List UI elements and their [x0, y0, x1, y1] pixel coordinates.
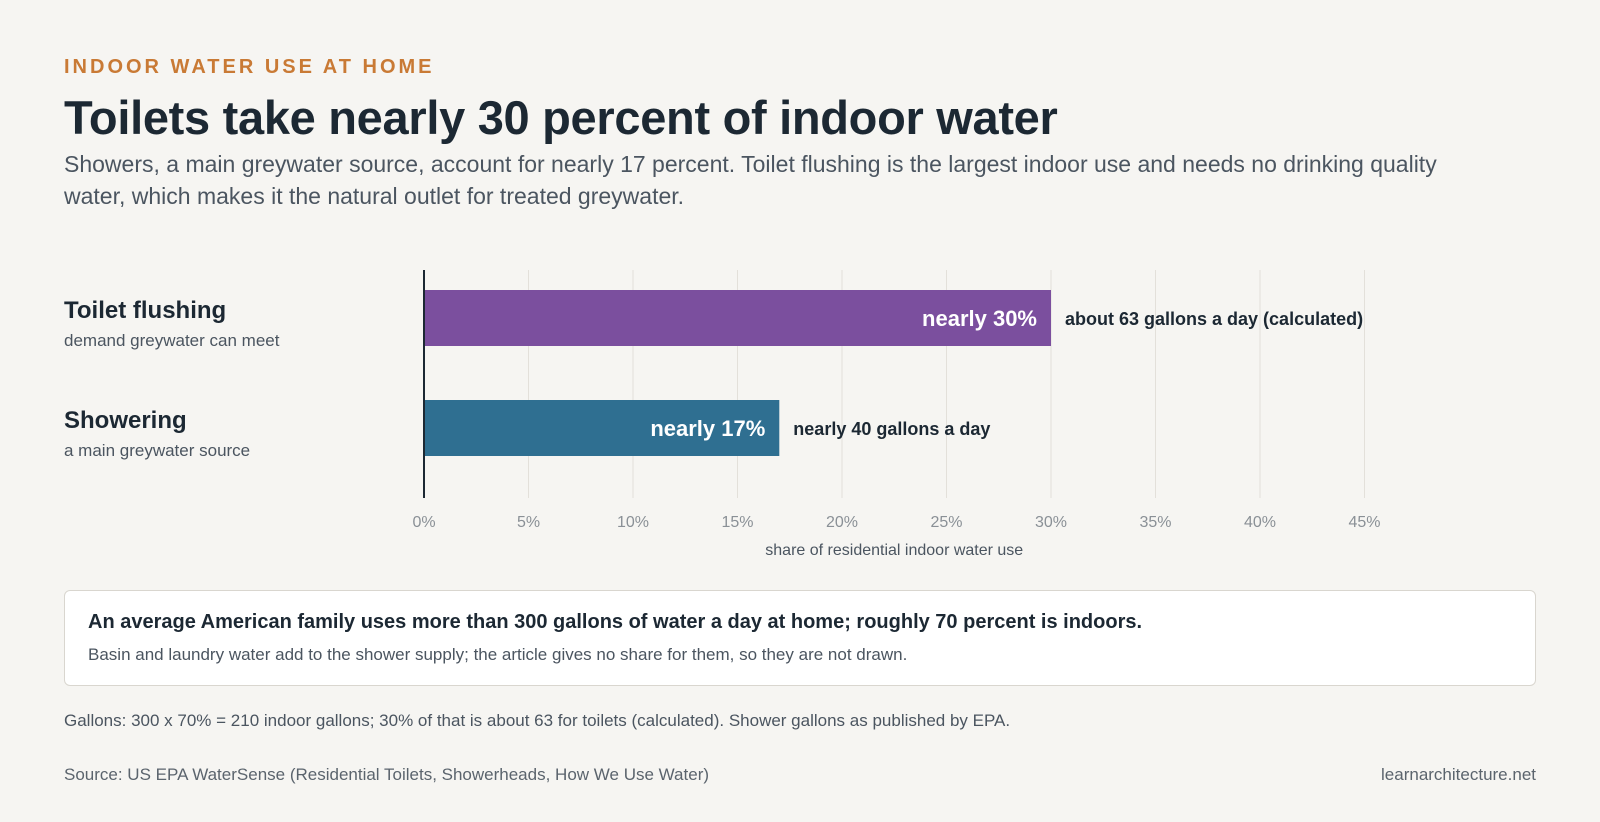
category-sub-toilet: demand greywater can meet [64, 331, 280, 350]
x-tick-label-30: 30% [1035, 514, 1067, 531]
category-label-shower: Showering [64, 407, 187, 434]
x-axis-label: share of residential indoor water use [765, 542, 1023, 559]
note-main: An average American family uses more tha… [88, 611, 1143, 633]
bar-1 [424, 400, 780, 456]
chart-subtitle: Showers, a main greywater source, accoun… [64, 151, 1437, 209]
source-note: Source: US EPA WaterSense (Residential T… [64, 765, 710, 784]
bar-annotation-1: nearly 40 gallons a day [793, 419, 990, 439]
note-box: An average American family uses more tha… [64, 590, 1536, 686]
x-tick-label-35: 35% [1139, 514, 1171, 531]
calculation-note: Gallons: 300 x 70% = 210 indoor gallons;… [64, 711, 1011, 730]
x-tick-label-25: 25% [930, 514, 962, 531]
x-tick-label-0: 0% [412, 514, 435, 531]
x-tick-label-5: 5% [517, 514, 540, 531]
bar-value-label-0: nearly 30% [922, 306, 1037, 331]
x-tick-label-10: 10% [617, 514, 649, 531]
x-tick-label-20: 20% [826, 514, 858, 531]
x-tick-label-40: 40% [1244, 514, 1276, 531]
bar-chart: nearly 30% about 63 gallons a day (calcul… [412, 270, 1381, 559]
category-label-toilet: Toilet flushing [64, 297, 227, 324]
bar-annotation-0: about 63 gallons a day (calculated) [1065, 309, 1363, 329]
category-sub-shower: a main greywater source [64, 441, 251, 460]
bar-value-label-1: nearly 17% [650, 416, 765, 441]
x-tick-label-45: 45% [1348, 514, 1380, 531]
chart-title: Toilets take nearly 30 percent of indoor… [64, 91, 1058, 144]
chart-eyebrow: INDOOR WATER USE AT HOME [64, 56, 435, 78]
x-tick-label-15: 15% [721, 514, 753, 531]
site-credit: learnarchitecture.net [1381, 765, 1536, 784]
note-sub: Basin and laundry water add to the showe… [88, 645, 908, 664]
bar-0 [424, 290, 1051, 346]
